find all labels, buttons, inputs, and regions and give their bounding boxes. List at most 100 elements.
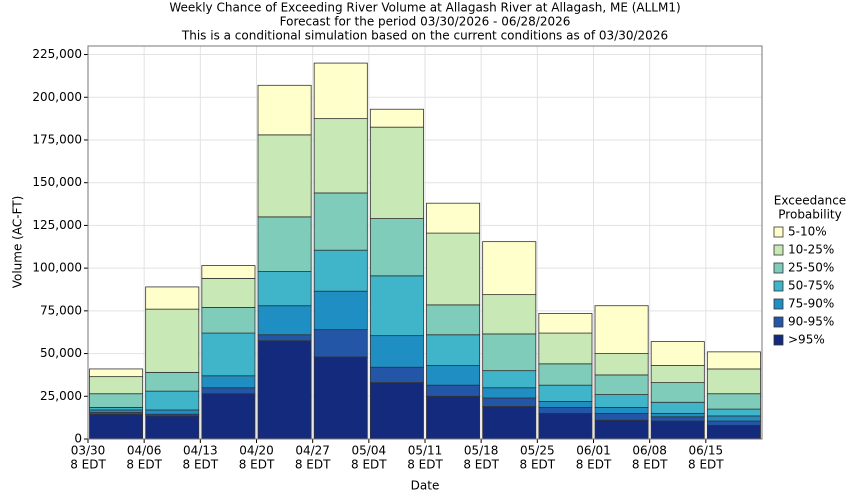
bar-segment (538, 332, 593, 365)
x-tick-sublabel: 8 EDT (183, 458, 219, 472)
bar-segment (594, 394, 649, 408)
legend-swatch (773, 298, 784, 310)
x-tick-sublabel: 8 EDT (520, 458, 556, 472)
bar-segment (426, 202, 481, 234)
bar-segment (201, 307, 256, 334)
bar-segment (201, 387, 256, 395)
y-tick-label: 125,000 (32, 218, 82, 232)
bar-segment (201, 265, 256, 279)
legend-label: 10-25% (788, 243, 834, 257)
bar-segment (369, 366, 424, 384)
bar-segment (426, 384, 481, 397)
bar-segment (706, 393, 761, 410)
x-axis-label: Date (411, 479, 440, 493)
bar-segment (313, 62, 368, 120)
bar-segment (594, 419, 649, 440)
bar-segment (313, 356, 368, 440)
bar-segment (313, 290, 368, 331)
bar-segment (89, 413, 144, 440)
x-tick-label: 03/30 (71, 444, 106, 458)
x-tick-sublabel: 8 EDT (407, 458, 443, 472)
bar-segment (145, 286, 200, 310)
bar-segment (650, 401, 705, 414)
x-tick-sublabel: 8 EDT (351, 458, 387, 472)
legend-swatch (773, 262, 784, 274)
bar-segment (201, 375, 256, 389)
bar-segment (257, 305, 312, 336)
bar-segment (313, 118, 368, 194)
bar-segment (201, 393, 256, 440)
x-tick-sublabel: 8 EDT (70, 458, 106, 472)
bar-segment (257, 340, 312, 440)
bar-segment (257, 84, 312, 136)
x-tick-label: 05/18 (464, 444, 499, 458)
bar-segment (257, 271, 312, 307)
bar-segment (650, 341, 705, 366)
bar-segment (201, 332, 256, 377)
bar-segment (369, 218, 424, 277)
bar-segment (650, 420, 705, 440)
bar-segment (313, 192, 368, 251)
x-tick-label: 04/27 (295, 444, 330, 458)
x-tick-sublabel: 8 EDT (688, 458, 724, 472)
x-tick-label: 05/04 (352, 444, 387, 458)
chart-subtitle: Forecast for the period 03/30/2026 - 06/… (280, 15, 571, 29)
x-tick-sublabel: 8 EDT (576, 458, 612, 472)
legend-label: 75-90% (788, 297, 834, 311)
legend-swatch (773, 280, 784, 292)
bar-segment (706, 408, 761, 417)
bar-segment (482, 370, 537, 389)
y-tick-label: 75,000 (40, 303, 82, 317)
bar-segment (706, 420, 761, 426)
bar-segment (594, 374, 649, 395)
bar-segment (426, 232, 481, 306)
y-tick-label: 175,000 (32, 132, 82, 146)
x-tick-sublabel: 8 EDT (295, 458, 331, 472)
bar-segment (650, 412, 705, 418)
legend-label: 90-95% (788, 315, 834, 329)
bar-segment (369, 126, 424, 219)
legend-label: 25-50% (788, 261, 834, 275)
bar-segment (706, 415, 761, 422)
bar-segment (594, 406, 649, 414)
bar-segment (482, 241, 537, 296)
bar-segment (313, 329, 368, 358)
bar-segment (369, 335, 424, 368)
bar-segment (650, 416, 705, 422)
legend-label: 50-75% (788, 279, 834, 293)
x-tick-label: 04/13 (183, 444, 218, 458)
legend-title: Probability (778, 208, 841, 222)
bar-segment (426, 304, 481, 336)
bar-segment (426, 334, 481, 366)
legend-label: 5-10% (788, 225, 827, 239)
bar-segment (594, 305, 649, 354)
legend-label: >95% (788, 333, 825, 347)
bar-segment (145, 390, 200, 411)
x-tick-sublabel: 8 EDT (632, 458, 668, 472)
bar-segment (538, 401, 593, 408)
x-tick-label: 05/25 (520, 444, 555, 458)
bar-segment (426, 395, 481, 440)
legend-title: Exceedance (774, 194, 846, 208)
bar-segment (426, 365, 481, 386)
bar-segment (257, 334, 312, 342)
chart-title: Weekly Chance of Exceeding River Volume … (169, 1, 680, 15)
bar-segment (650, 365, 705, 384)
y-tick-label: 0 (74, 432, 82, 446)
bar-segment (538, 384, 593, 402)
bar-segment (706, 351, 761, 370)
plot-frame (87, 45, 763, 440)
legend-swatch (773, 226, 784, 238)
bar-segment (482, 294, 537, 335)
bar-segment (257, 216, 312, 272)
bar-segment (706, 424, 761, 440)
bar-segment (145, 409, 200, 415)
bar-segment (313, 249, 368, 292)
bar-segment (201, 277, 256, 308)
y-tick-label: 100,000 (32, 261, 82, 275)
bar-segment (89, 393, 144, 408)
bar-segment (482, 333, 537, 372)
bar-segment (257, 134, 312, 218)
